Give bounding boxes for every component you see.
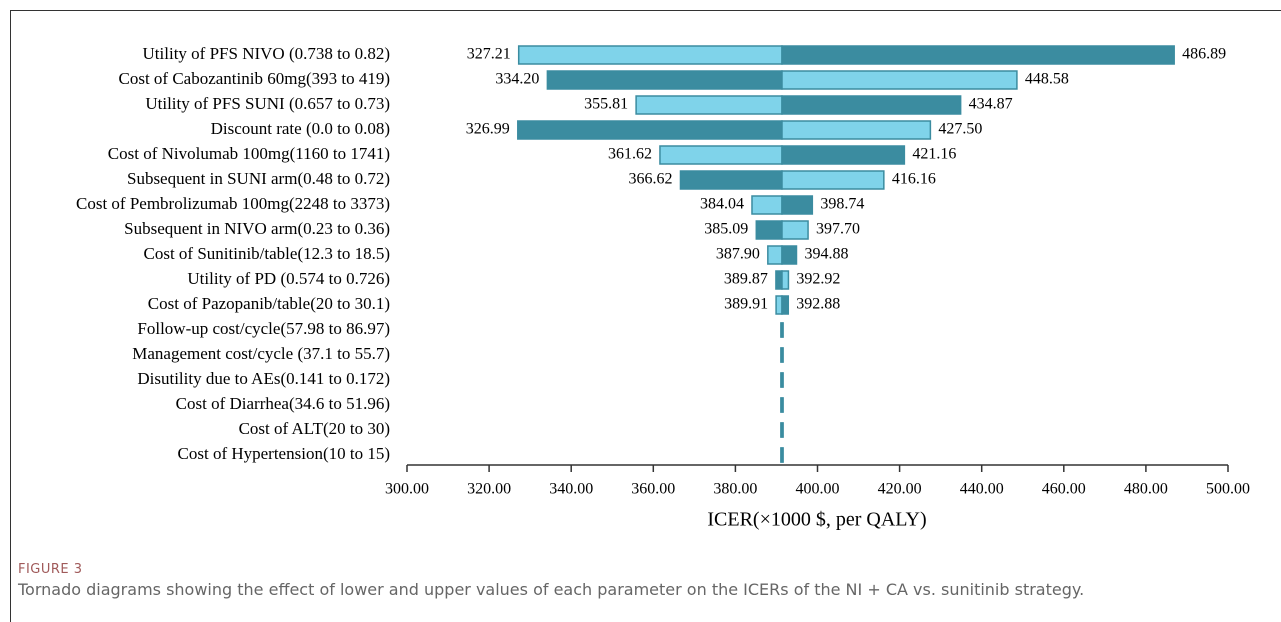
frame xyxy=(10,10,11,622)
bar xyxy=(781,120,932,140)
bar xyxy=(780,422,784,438)
frame xyxy=(10,10,1281,11)
figure-label: FIGURE 3 xyxy=(18,562,83,577)
x-axis-title: ICER(×1000 $, per QALY) xyxy=(707,509,926,531)
category-label: Cost of Pazopanib/table(20 to 30.1) xyxy=(148,294,390,313)
category-label: Discount rate (0.0 to 0.08) xyxy=(211,119,390,138)
value-label: 416.16 xyxy=(892,171,936,188)
x-tick-label: 380.00 xyxy=(713,481,757,498)
x-tick-label: 460.00 xyxy=(1042,481,1086,498)
category-label: Cost of Hypertension(10 to 15) xyxy=(178,444,390,463)
value-label: 384.04 xyxy=(700,196,744,213)
bar xyxy=(635,95,783,115)
bar xyxy=(781,45,1175,65)
figure-caption: Tornado diagrams showing the effect of l… xyxy=(18,580,1085,599)
bar xyxy=(780,372,784,388)
category-label: Cost of Nivolumab 100mg(1160 to 1741) xyxy=(108,144,390,163)
category-label: Subsequent in NIVO arm(0.23 to 0.36) xyxy=(124,219,390,238)
bar xyxy=(781,145,906,165)
bar xyxy=(767,245,783,265)
value-label: 327.21 xyxy=(467,46,511,63)
x-tick-label: 400.00 xyxy=(796,481,840,498)
category-label: Utility of PD (0.574 to 0.726) xyxy=(187,269,390,288)
category-label: Cost of Pembrolizumab 100mg(2248 to 3373… xyxy=(76,194,390,213)
bar xyxy=(780,447,784,463)
bar xyxy=(775,270,783,290)
x-tick-label: 420.00 xyxy=(878,481,922,498)
value-label: 394.88 xyxy=(804,246,848,263)
category-label: Disutility due to AEs(0.141 to 0.172) xyxy=(137,369,390,388)
category-label: Management cost/cycle (37.1 to 55.7) xyxy=(132,344,390,363)
bar xyxy=(751,195,783,215)
x-tick-label: 500.00 xyxy=(1206,481,1250,498)
bar xyxy=(546,70,783,90)
value-label: 421.16 xyxy=(912,146,956,163)
bar xyxy=(659,145,783,165)
bar xyxy=(679,170,783,190)
x-tick-label: 480.00 xyxy=(1124,481,1168,498)
value-label: 392.92 xyxy=(796,271,840,288)
bar xyxy=(781,270,790,290)
category-label: Cost of Cabozantinib 60mg(393 to 419) xyxy=(118,69,390,88)
x-tick-label: 360.00 xyxy=(631,481,675,498)
bar xyxy=(781,70,1018,90)
value-label: 385.09 xyxy=(704,221,748,238)
value-label: 486.89 xyxy=(1182,46,1226,63)
value-label: 397.70 xyxy=(816,221,860,238)
x-tick-label: 440.00 xyxy=(960,481,1004,498)
value-label: 366.62 xyxy=(628,171,672,188)
x-tick-label: 300.00 xyxy=(385,481,429,498)
value-label: 398.74 xyxy=(820,196,864,213)
bar xyxy=(780,322,784,338)
category-label: Cost of ALT(20 to 30) xyxy=(239,419,390,438)
bar xyxy=(775,295,783,315)
x-tick-label: 340.00 xyxy=(549,481,593,498)
value-label: 361.62 xyxy=(608,146,652,163)
value-label: 387.90 xyxy=(716,246,760,263)
x-tick-label: 320.00 xyxy=(467,481,511,498)
category-label: Utility of PFS SUNI (0.657 to 0.73) xyxy=(145,94,390,113)
value-label: 334.20 xyxy=(495,71,539,88)
category-label: Cost of Diarrhea(34.6 to 51.96) xyxy=(176,394,390,413)
category-label: Subsequent in SUNI arm(0.48 to 0.72) xyxy=(127,169,390,188)
value-label: 427.50 xyxy=(938,121,982,138)
category-label: Cost of Sunitinib/table(12.3 to 18.5) xyxy=(144,244,391,263)
category-label: Follow-up cost/cycle(57.98 to 86.97) xyxy=(137,319,390,338)
bar xyxy=(780,347,784,363)
bar xyxy=(780,397,784,413)
bar xyxy=(781,170,885,190)
category-label: Utility of PFS NIVO (0.738 to 0.82) xyxy=(143,44,390,63)
bar xyxy=(781,195,814,215)
value-label: 355.81 xyxy=(584,96,628,113)
bar xyxy=(755,220,783,240)
value-label: 448.58 xyxy=(1025,71,1069,88)
bar xyxy=(781,95,962,115)
value-label: 434.87 xyxy=(969,96,1013,113)
bar xyxy=(517,120,783,140)
bar xyxy=(781,220,809,240)
value-label: 326.99 xyxy=(466,121,510,138)
bar xyxy=(781,245,798,265)
chart: ICER(×1000 $, per QALY) 300.00 320.00 340.… xyxy=(76,44,1250,531)
bar xyxy=(517,45,783,65)
bar xyxy=(781,295,790,315)
value-label: 389.87 xyxy=(724,271,768,288)
value-label: 389.91 xyxy=(724,296,768,313)
value-label: 392.88 xyxy=(796,296,840,313)
